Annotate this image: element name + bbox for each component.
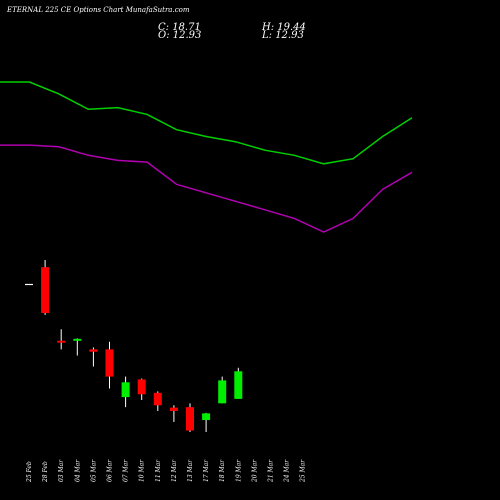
close-value: C: 18.71 (158, 22, 201, 33)
candle-body (105, 349, 114, 377)
candle-body (218, 380, 227, 404)
x-tick-label: 05 Mar (90, 459, 97, 482)
x-tick-label: 13 Mar (187, 459, 194, 482)
x-tick-label: 17 Mar (203, 459, 210, 482)
x-tick-label: 07 Mar (123, 459, 130, 482)
x-tick-label: 19 Mar (235, 459, 242, 482)
x-tick-label: 12 Mar (171, 459, 178, 482)
candle-body (57, 340, 66, 343)
x-tick-label: 18 Mar (219, 459, 226, 482)
indicator-line-2 (0, 144, 413, 233)
x-tick-label: 10 Mar (139, 459, 146, 482)
x-tick-label: 20 Mar (251, 459, 258, 483)
candle-body (186, 407, 194, 431)
candle-body (73, 338, 82, 341)
candle-body (169, 407, 178, 411)
chart-title: ETERNAL 225 CE Options Chart MunafaSutra… (7, 6, 190, 14)
x-tick-label: 28 Feb (42, 461, 49, 483)
x-tick-label: 25 Feb (26, 461, 33, 483)
candle-body (234, 371, 243, 399)
candle-body (121, 382, 130, 398)
x-tick-label: 25 Mar (300, 459, 307, 483)
indicator-line-1 (0, 81, 413, 165)
x-axis-labels: 25 Feb 28 Feb 03 Mar 04 Mar 05 Mar 06 Mar 07 M… (26, 459, 307, 483)
x-tick-label: 03 Mar (58, 459, 65, 482)
high-value: H: 19.44 (262, 22, 306, 33)
candle-body (153, 392, 162, 406)
candle-body (137, 379, 146, 395)
x-tick-label: 06 Mar (107, 459, 114, 482)
candle-body (89, 349, 98, 352)
open-value: O: 12.93 (158, 30, 202, 41)
x-tick-label: 24 Mar (284, 459, 291, 483)
candle-body (41, 267, 50, 314)
indicator-lines (0, 81, 413, 233)
x-tick-label: 04 Mar (74, 459, 81, 482)
x-tick-label: 11 Mar (155, 459, 162, 482)
x-tick-label: 21 Mar (268, 459, 275, 483)
low-value: L: 12.93 (262, 30, 304, 41)
candle-body (202, 413, 211, 421)
candles (25, 260, 243, 432)
candle-body (25, 283, 33, 286)
